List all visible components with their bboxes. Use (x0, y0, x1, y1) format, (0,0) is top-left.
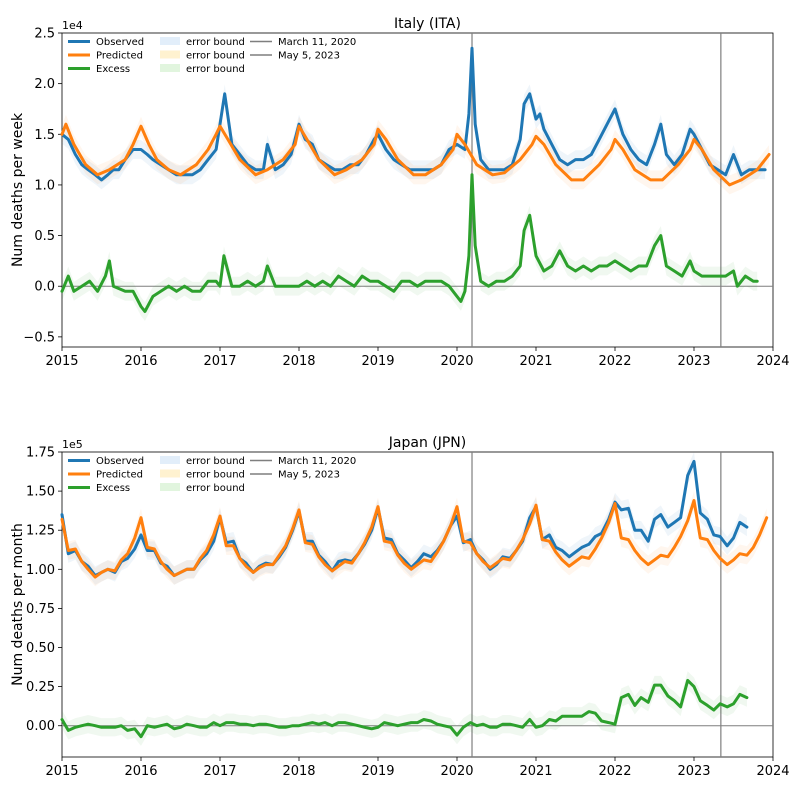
italy-ytick-label: 0.0 (34, 280, 55, 295)
japan-predicted-line (60, 499, 769, 579)
japan-legend-band-swatch (160, 469, 180, 478)
japan-legend-band-swatch (160, 483, 180, 491)
japan-ytick-label: 0.00 (26, 719, 55, 734)
japan-chart: 2015 2016 2017 2018 2019 2020 2021 2022 2023 2024… (10, 435, 790, 779)
italy-ytick-label: 2.0 (34, 77, 55, 92)
japan-legend-label: Excess (96, 483, 130, 494)
italy-legend-label: error bound (186, 64, 245, 75)
japan-xtick-label: 2020 (440, 764, 473, 779)
italy-legend-band-swatch (160, 37, 180, 45)
italy-xtick-label: 2016 (124, 354, 157, 369)
italy-excess-error-band (62, 165, 758, 321)
japan-ytick-label: 1.50 (26, 485, 55, 500)
italy-legend-label: Predicted (96, 51, 143, 62)
japan-plot-frame (61, 451, 774, 758)
italy-legend-label: Excess (96, 64, 130, 75)
italy-xtick-label: 2020 (440, 354, 473, 369)
italy-plot-frame (61, 32, 774, 348)
japan-legend-label: error bound (186, 456, 245, 467)
japan-y-multiplier: 1e5 (62, 438, 83, 451)
japan-ytick-label: 0.75 (26, 602, 55, 617)
italy-xtick-label: 2023 (677, 354, 710, 369)
japan-xtick-label: 2018 (282, 764, 315, 779)
japan-ytick-label: 1.25 (26, 524, 55, 539)
italy-ytick-label: 0.5 (34, 229, 55, 244)
japan-legend-band-swatch (160, 456, 180, 464)
italy-y-axis-label: Num deaths per week (10, 112, 26, 267)
japan-xtick-label: 2016 (124, 764, 157, 779)
japan-ytick-label: 0.50 (26, 641, 55, 656)
italy-ytick-label: −0.5 (23, 330, 55, 345)
italy-legend-band-swatch (160, 64, 180, 72)
italy-xtick-label: 2021 (519, 354, 552, 369)
japan-xtick-label: 2019 (361, 764, 394, 779)
italy-predicted-error-band (62, 114, 770, 195)
japan-legend-label: March 11, 2020 (278, 456, 356, 467)
italy-legend-label: error bound (186, 37, 245, 48)
japan-y-axis-label: Num deaths per month (10, 523, 26, 686)
italy-legend-label: Observed (96, 37, 144, 48)
japan-title: Japan (JPN) (388, 435, 466, 451)
italy-xtick-label: 2018 (282, 354, 315, 369)
italy-legend-label: error bound (186, 51, 245, 62)
italy-predicted-line (60, 122, 771, 187)
italy-legend-label: March 11, 2020 (278, 37, 356, 48)
italy-title: Italy (ITA) (394, 16, 461, 32)
italy-xtick-label: 2015 (45, 354, 78, 369)
japan-ytick-label: 1.00 (26, 563, 55, 578)
japan-xtick-label: 2024 (756, 764, 789, 779)
japan-legend-label: Predicted (96, 470, 143, 481)
italy-excess-line (60, 173, 759, 313)
japan-xtick-label: 2021 (519, 764, 552, 779)
japan-legend-label: May 5, 2023 (278, 470, 340, 481)
japan-ytick-label: 1.75 (26, 446, 55, 461)
japan-xtick-label: 2015 (45, 764, 78, 779)
italy-ytick-label: 1.0 (34, 178, 55, 193)
japan-excess-line (60, 678, 749, 739)
japan-legend-label: error bound (186, 470, 245, 481)
italy-legend-label: May 5, 2023 (278, 51, 340, 62)
japan-legend-label: error bound (186, 483, 245, 494)
italy-ytick-label: 1.5 (34, 128, 55, 143)
japan-ytick-label: 0.25 (26, 680, 55, 695)
japan-xtick-label: 2022 (598, 764, 631, 779)
japan-excess-error-band (62, 671, 747, 746)
japan-xtick-label: 2017 (203, 764, 236, 779)
italy-legend-band-swatch (160, 50, 180, 59)
italy-xtick-label: 2022 (598, 354, 631, 369)
italy-xtick-label: 2019 (361, 354, 394, 369)
italy-y-multiplier: 1e4 (62, 19, 83, 32)
japan-xtick-label: 2023 (677, 764, 710, 779)
italy-xtick-label: 2024 (756, 354, 789, 369)
japan-legend-label: Observed (96, 456, 144, 467)
italy-ytick-label: 2.5 (34, 27, 55, 42)
italy-xtick-label: 2017 (203, 354, 236, 369)
japan-predicted-error-band (62, 491, 767, 587)
italy-chart: 2015 2016 2017 2018 2019 2020 2021 2022 2023 2024… (10, 16, 790, 369)
